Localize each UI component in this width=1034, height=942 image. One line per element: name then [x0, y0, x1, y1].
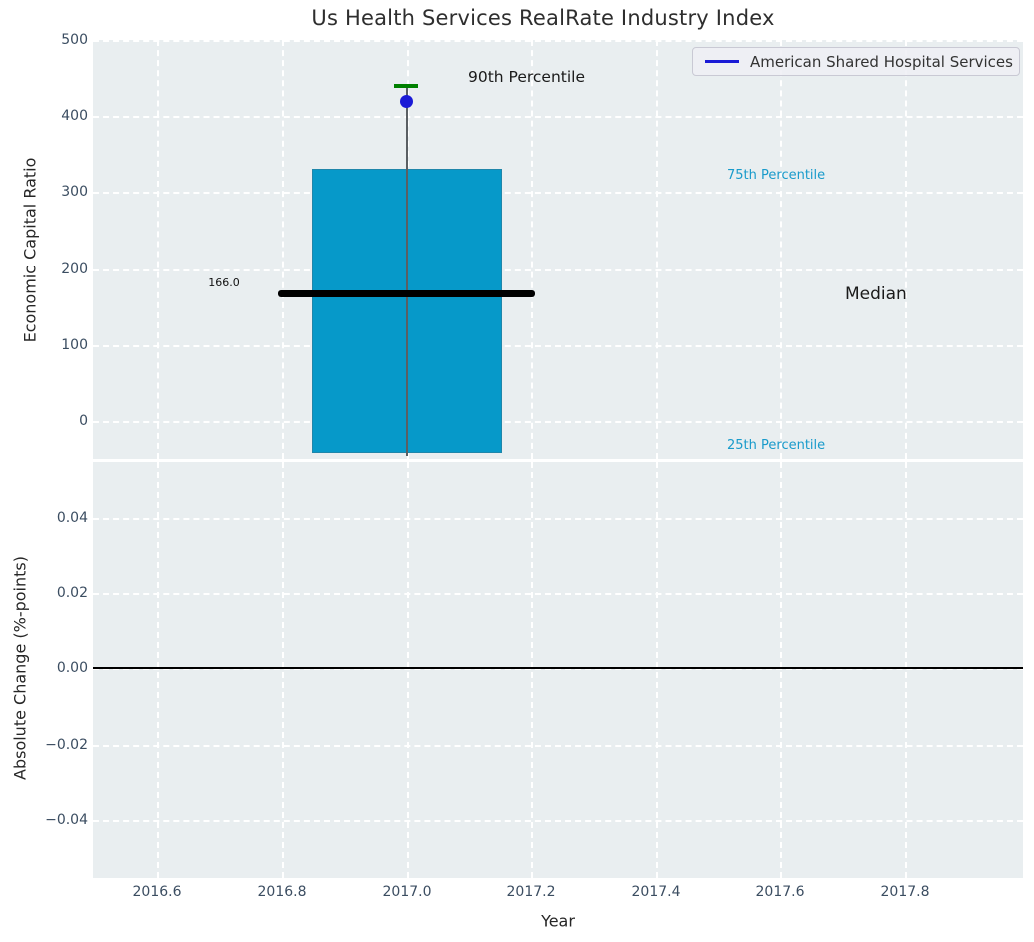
xtick-2017-2: 2017.2	[506, 884, 556, 900]
p90-marker	[394, 84, 418, 88]
y-axis-label-bottom: Absolute Change (%-points)	[10, 556, 30, 780]
annotation-median: Median	[845, 284, 907, 304]
gridline-x2017-6	[780, 40, 782, 459]
gridline-y300	[93, 192, 1023, 194]
xtick-2017-6: 2017.6	[755, 884, 805, 900]
ytick-200: 200	[61, 261, 88, 277]
ytick-300: 300	[61, 184, 88, 200]
xtick-2016-6: 2016.6	[132, 884, 182, 900]
ytick-0-00: 0.00	[56, 660, 88, 676]
xtick-2016-8: 2016.8	[257, 884, 307, 900]
ytick-m0-04: −0.04	[45, 812, 88, 828]
ytick-500: 500	[61, 32, 88, 48]
zero-change-line	[93, 667, 1023, 669]
gridline-x2017-2	[531, 40, 533, 459]
gridline-x2017-8	[905, 40, 907, 459]
median-value-label: 166.0	[208, 276, 240, 289]
x-axis-label: Year	[541, 911, 575, 931]
annotation-90th-percentile: 90th Percentile	[468, 68, 586, 86]
gridline-y0	[93, 421, 1023, 423]
ytick-100: 100	[61, 337, 88, 353]
gridline-y500	[93, 40, 1023, 42]
gridline-x2016-6	[157, 40, 159, 459]
legend: American Shared Hospital Services	[692, 47, 1020, 76]
gridline-y0-04	[93, 518, 1023, 520]
ytick-0-02: 0.02	[56, 585, 88, 601]
gridline-y100	[93, 345, 1023, 347]
gridline-x2016-8	[282, 40, 284, 459]
ytick-400: 400	[61, 108, 88, 124]
y-axis-label-top: Economic Capital Ratio	[20, 157, 40, 343]
gridline-y200	[93, 269, 1023, 271]
gridline-x2017-8	[905, 462, 907, 878]
ytick-0-04: 0.04	[56, 510, 88, 526]
gridline-x2016-8	[282, 462, 284, 878]
ytick-m0-02: −0.02	[45, 737, 88, 753]
median-line	[278, 290, 535, 297]
gridline-y400	[93, 116, 1023, 118]
whisker-line	[406, 86, 408, 456]
annotation-25th-percentile: 25th Percentile	[727, 438, 826, 453]
top-axes: 166.0 90th Percentile 75th Percentile Me…	[93, 40, 1023, 459]
bottom-axes	[93, 462, 1023, 878]
legend-label: American Shared Hospital Services	[750, 52, 1013, 71]
gridline-x2017-6	[780, 462, 782, 878]
legend-line-icon	[705, 60, 739, 63]
xtick-2017-8: 2017.8	[880, 884, 930, 900]
gridline-x2017-0	[407, 462, 409, 878]
gridline-y0-02	[93, 593, 1023, 595]
gridline-y0-00	[93, 668, 1023, 670]
gridline-x2016-6	[157, 462, 159, 878]
ytick-0: 0	[79, 413, 88, 429]
gridline-y-0-04	[93, 820, 1023, 822]
gridline-x2017-4	[656, 40, 658, 459]
gridline-y-0-02	[93, 745, 1023, 747]
annotation-75th-percentile: 75th Percentile	[727, 168, 826, 183]
gridline-x2017-4	[656, 462, 658, 878]
chart-title: Us Health Services RealRate Industry Ind…	[311, 6, 775, 30]
xtick-2017-0: 2017.0	[382, 884, 432, 900]
series-point-marker	[400, 95, 413, 108]
gridline-x2017-2	[531, 462, 533, 878]
xtick-2017-4: 2017.4	[631, 884, 681, 900]
